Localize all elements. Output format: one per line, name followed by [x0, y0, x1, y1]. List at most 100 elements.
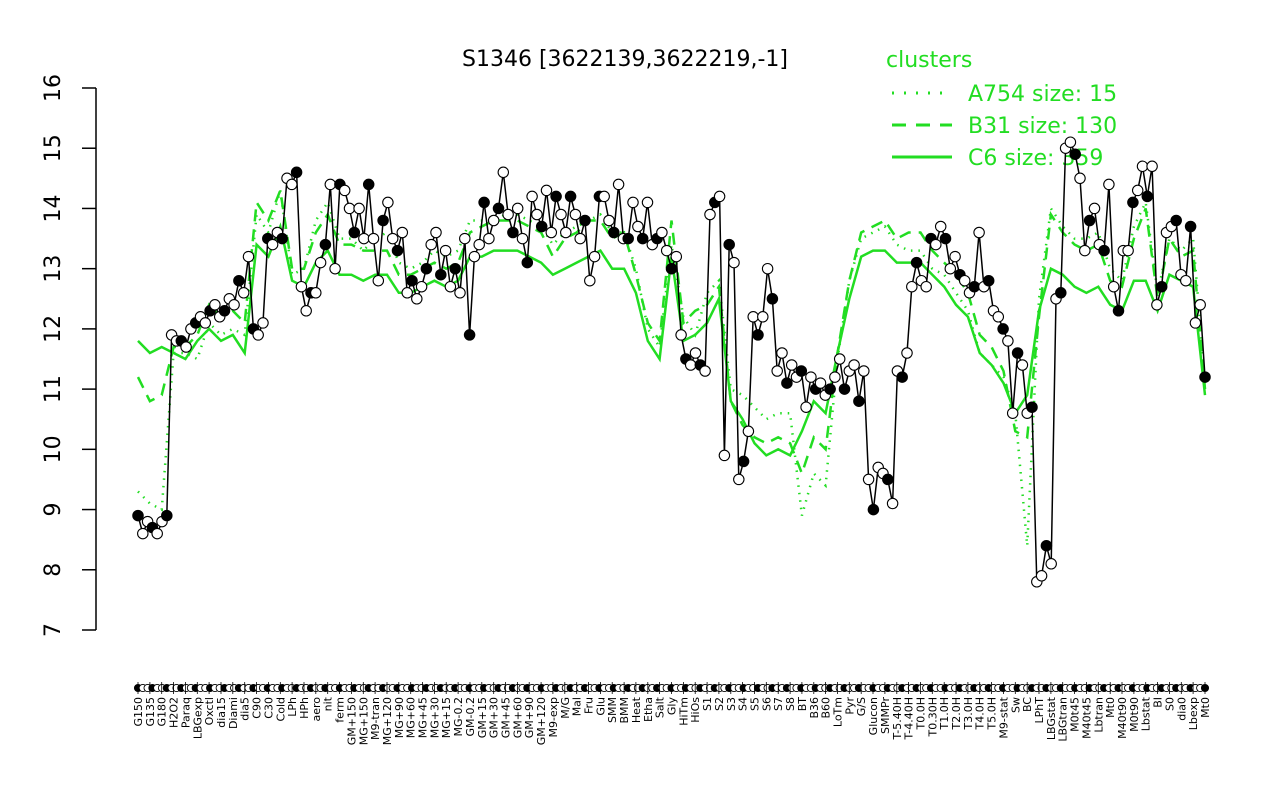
x-tick-label: M0t90 — [1128, 697, 1141, 732]
data-point — [608, 226, 620, 239]
data-point — [483, 232, 495, 245]
data-point — [237, 287, 250, 299]
x-tick-label: Mal — [571, 697, 584, 716]
x-tick-label: Lbtran — [1092, 697, 1105, 733]
x-tick-label: BI — [1152, 697, 1165, 708]
data-point — [314, 256, 327, 269]
data-point — [574, 232, 586, 245]
data-point — [1136, 160, 1149, 173]
data-point — [526, 190, 538, 203]
data-point — [439, 244, 452, 257]
data-point — [1016, 359, 1029, 371]
x-tick-label: S5 — [749, 697, 762, 711]
x-tick-label: M0t45 — [1069, 697, 1082, 732]
x-tick-label: dia15 — [215, 697, 228, 728]
data-point — [300, 305, 312, 317]
data-point — [833, 353, 846, 365]
data-point — [829, 371, 841, 383]
data-point — [324, 178, 337, 191]
x-tick-label: Heat — [630, 696, 643, 723]
data-point — [531, 208, 543, 221]
data-point — [781, 377, 793, 389]
x-tick-label: nit — [322, 696, 335, 711]
data-point — [1189, 317, 1202, 329]
data-point — [353, 202, 365, 215]
data-point — [733, 473, 745, 486]
x-tick-label: H2O2 — [168, 697, 181, 728]
data-point — [1002, 335, 1014, 347]
data-point — [992, 311, 1005, 323]
x-axis: G150G135G180H2O2ParaqLBGexpOxctldia15Dia… — [132, 682, 1212, 745]
x-tick-label: B36 — [808, 697, 821, 719]
x-tick-label: M9-exp — [547, 697, 560, 738]
data-point — [511, 202, 524, 215]
data-point — [564, 190, 577, 203]
x-tick-label: LoTm — [832, 697, 845, 727]
data-point — [137, 527, 149, 540]
x-tick-label: Sw — [1009, 697, 1022, 713]
legend-title: clusters — [886, 48, 972, 73]
x-tick-label: Lbexp — [1187, 697, 1200, 730]
y-tick-label: 16 — [41, 74, 66, 102]
data-point — [367, 232, 380, 245]
data-point — [910, 256, 923, 269]
data-point — [699, 365, 711, 377]
x-tick-label: C90 — [251, 697, 264, 719]
data-point — [867, 503, 880, 516]
x-tick-label: S7 — [772, 697, 785, 711]
data-point — [939, 232, 952, 245]
x-tick-label: G180 — [156, 697, 169, 727]
data-point — [1184, 220, 1197, 233]
data-point — [1194, 299, 1206, 311]
data-point — [1151, 299, 1163, 311]
data-point — [516, 232, 529, 245]
cluster-lines — [136, 185, 1207, 546]
data-point — [329, 262, 341, 275]
data-point — [747, 311, 759, 323]
data-point — [1103, 178, 1115, 191]
x-tick-label: Cold — [274, 697, 287, 721]
data-point — [459, 232, 471, 245]
x-tick-label: SMM — [606, 697, 619, 723]
data-point — [944, 262, 957, 275]
data-point — [252, 329, 264, 341]
x-tick-label: MG+30 — [428, 697, 441, 738]
data-point — [507, 226, 519, 239]
x-tick-label: S0 — [1163, 697, 1176, 711]
data-point — [848, 359, 860, 371]
data-point — [209, 299, 221, 311]
data-point — [824, 383, 836, 395]
data-point — [540, 184, 553, 197]
data-point — [362, 178, 375, 191]
x-tick-label: B60 — [820, 697, 833, 719]
data-point — [569, 208, 582, 221]
x-tick-label: Glucon — [867, 697, 880, 735]
x-tick-label: dia0 — [1175, 697, 1188, 721]
cluster-line-dashed — [136, 185, 1207, 478]
x-tick-label: MG+45 — [417, 697, 430, 738]
data-point — [968, 280, 981, 293]
y-tick-label: 14 — [41, 194, 66, 222]
series-line — [137, 140, 1206, 584]
x-tick-label: T0.0H — [915, 697, 928, 730]
x-tick-label: GM+45 — [500, 697, 513, 738]
x-tick-label: G150 — [132, 697, 145, 727]
legend: clusters A754 size: 15 B31 size: 130 C6 … — [886, 48, 1117, 171]
data-point — [1180, 274, 1192, 287]
data-point — [704, 208, 716, 221]
data-point — [612, 178, 625, 191]
x-tick-label: MG+60 — [405, 697, 418, 738]
data-point — [805, 371, 817, 383]
data-point — [1199, 371, 1211, 383]
x-tick-label: GM+15 — [476, 697, 489, 738]
y-tick-label: 7 — [41, 623, 66, 637]
data-point — [737, 455, 750, 468]
data-point — [973, 226, 985, 239]
data-point — [862, 473, 875, 486]
x-tick-label: Diami — [227, 697, 240, 729]
data-point — [641, 196, 654, 209]
data-point — [444, 280, 457, 293]
data-point — [882, 473, 894, 486]
x-tick-label: LPh — [286, 697, 299, 717]
data-point — [343, 202, 356, 215]
